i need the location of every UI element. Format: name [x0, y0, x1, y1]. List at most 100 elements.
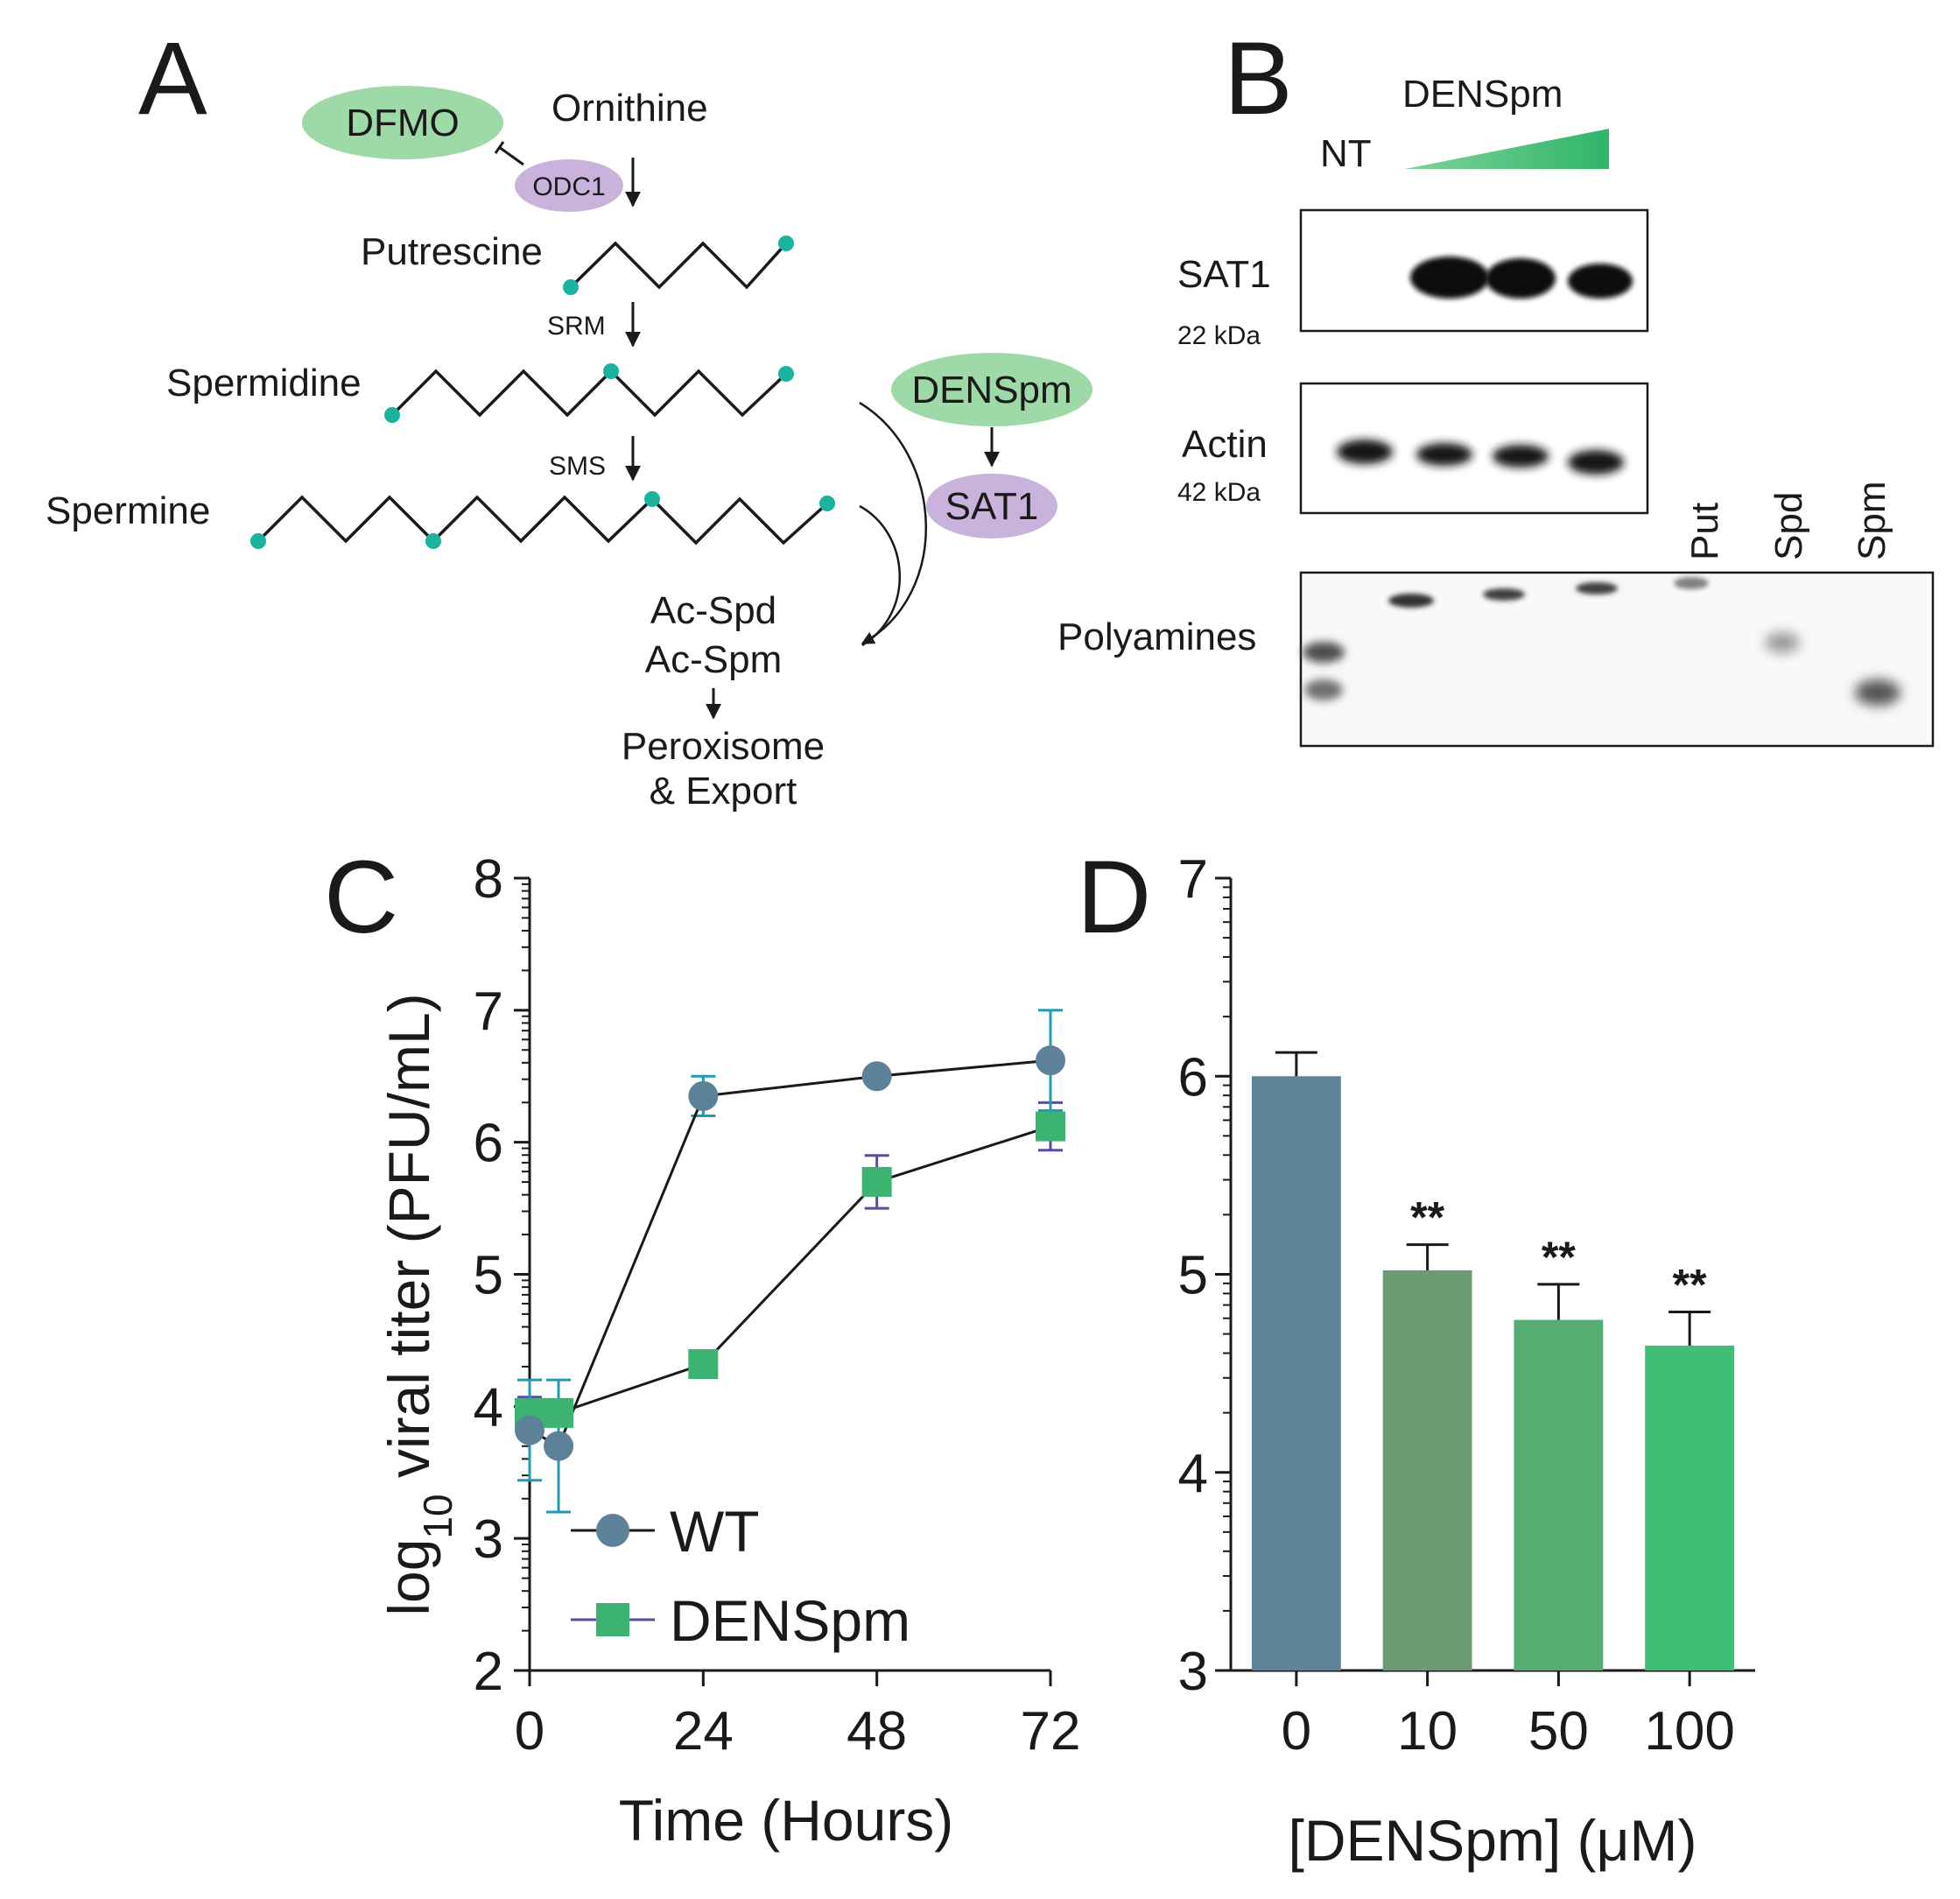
- amine-dot: [778, 366, 794, 382]
- tlc-spot: [1483, 588, 1525, 601]
- put-label: Put: [1683, 503, 1726, 560]
- series-line-denspm: [530, 1125, 1051, 1415]
- y-tick-label: 7: [474, 981, 503, 1042]
- arrow-spermidine-acetyl: [859, 401, 927, 645]
- panel-c: C 2 3 4 5 6 7 8 0 24 48 72 Time (Hours) log10 vira…: [324, 840, 1080, 1853]
- data-point-wt: [688, 1080, 719, 1111]
- x-tick-label: 24: [673, 1701, 734, 1762]
- actin-band: [1568, 450, 1624, 475]
- odc1-label: ODC1: [532, 172, 605, 201]
- y-label-log: log: [376, 1539, 441, 1616]
- tlc-spot: [1674, 577, 1709, 589]
- spermidine-chain: [390, 369, 788, 418]
- x-tick-label: 72: [1021, 1701, 1081, 1762]
- y-label-rest: viral titer (PFU/mL): [376, 993, 441, 1494]
- amine-dot: [819, 496, 835, 511]
- data-point-wt: [515, 1415, 544, 1445]
- legend-wt-label: WT: [670, 1499, 760, 1564]
- ornithine-label: Ornithine: [551, 87, 708, 130]
- ac-spd-label: Ac-Spd: [650, 589, 776, 632]
- x-tick-label: 10: [1397, 1701, 1458, 1762]
- inhibition-bar: [494, 141, 505, 154]
- amine-dot: [603, 363, 619, 379]
- y-tick-label: 8: [474, 849, 503, 910]
- x-tick-label: 48: [847, 1701, 907, 1762]
- y-tick-label: 6: [1178, 1047, 1208, 1108]
- putrescine-chain: [569, 241, 788, 290]
- data-point-wt: [544, 1431, 574, 1461]
- legend-denspm-marker: [596, 1603, 629, 1636]
- tlc-spot: [1304, 679, 1343, 700]
- amine-dot: [250, 533, 266, 549]
- y-tick-label: 2: [474, 1642, 503, 1702]
- sat1-blot-label: SAT1: [1177, 253, 1271, 296]
- ac-spm-label: Ac-Spm: [645, 638, 782, 681]
- panel-d: D 3 4 5 6 7 0 10 50 100 ** ** ** [DENSpm] (μM): [1077, 840, 1755, 1873]
- actin-band: [1337, 440, 1393, 464]
- chart-c-points: [515, 1045, 1065, 1461]
- significance-marker: **: [1542, 1233, 1576, 1282]
- amine-dot: [778, 236, 794, 251]
- x-tick-label: 0: [1282, 1701, 1311, 1762]
- y-tick-label: 6: [474, 1114, 503, 1174]
- panel-a: A DFMO Ornithine ODC1 Putrescine SRM Spe…: [46, 21, 1092, 812]
- y-tick-label: 3: [474, 1509, 503, 1570]
- spermine-label: Spermine: [46, 489, 210, 532]
- y-label-subscript: 10: [415, 1494, 460, 1538]
- denspm-node: [891, 353, 1092, 426]
- bar-0: [1251, 1076, 1341, 1670]
- export-label: & Export: [650, 770, 797, 812]
- chart-c-legend: WT DENSpm: [571, 1499, 910, 1653]
- actin-band: [1416, 443, 1472, 466]
- actin-band: [1493, 445, 1549, 468]
- chart-d-bars: [1251, 1076, 1735, 1670]
- amine-dot: [644, 491, 660, 507]
- bar-50: [1514, 1319, 1604, 1670]
- polyamines-label: Polyamines: [1057, 615, 1256, 658]
- amine-dot: [425, 533, 441, 549]
- chart-c-axes: 2 3 4 5 6 7 8 0 24 48 72: [474, 849, 1081, 1762]
- series-line-wt: [529, 1059, 1051, 1448]
- tlc-spot: [1303, 642, 1345, 663]
- putrescine-label: Putrescine: [361, 230, 543, 273]
- y-tick-label: 5: [474, 1246, 503, 1306]
- x-tick-label: 100: [1644, 1701, 1734, 1762]
- arrow-spermine-acetyl: [859, 504, 901, 647]
- actin-blot-label: Actin: [1182, 423, 1268, 466]
- data-point-denspm: [544, 1397, 574, 1428]
- chart-c-y-axis-label: log10 viral titer (PFU/mL): [376, 993, 460, 1615]
- denspm-label: DENSpm: [911, 369, 1071, 411]
- inhibition-line: [498, 145, 524, 166]
- dfmo-node: [302, 86, 503, 159]
- sat1-kda-label: 22 kDa: [1177, 321, 1261, 350]
- x-tick-label: 0: [515, 1701, 544, 1762]
- significance-marker: **: [1410, 1193, 1444, 1242]
- tlc-spot: [1765, 632, 1800, 653]
- data-point-denspm: [861, 1166, 892, 1197]
- y-tick-label: 4: [1178, 1444, 1208, 1504]
- chart-c-lines: [529, 1059, 1051, 1448]
- bar-100: [1645, 1345, 1735, 1670]
- y-tick-label: 3: [1178, 1642, 1208, 1702]
- chart-d-error-bars: [1275, 1051, 1711, 1346]
- bar-10: [1382, 1270, 1472, 1670]
- odc1-node: [515, 159, 623, 212]
- sat1-node: [926, 474, 1057, 538]
- data-point-denspm: [688, 1349, 719, 1380]
- actin-kda-label: 42 kDa: [1177, 478, 1261, 507]
- dose-wedge: [1405, 129, 1609, 169]
- sat1-band: [1568, 264, 1633, 299]
- data-point-wt: [861, 1061, 892, 1092]
- panel-b: B DENSpm NT SAT1 22 kDa Actin 42 kDa Put…: [1057, 21, 1935, 748]
- dfmo-label: DFMO: [346, 102, 460, 144]
- tlc-spot: [1855, 679, 1900, 706]
- spermine-chain: [256, 495, 829, 545]
- y-tick-label: 4: [474, 1377, 503, 1438]
- panel-b-label: B: [1224, 21, 1293, 137]
- data-point-denspm: [1036, 1111, 1065, 1142]
- significance-marker: **: [1673, 1260, 1707, 1309]
- panel-a-label: A: [138, 21, 207, 137]
- tlc-spot: [1388, 594, 1434, 608]
- srm-label: SRM: [547, 312, 606, 341]
- spm-label: Spm: [1851, 482, 1893, 560]
